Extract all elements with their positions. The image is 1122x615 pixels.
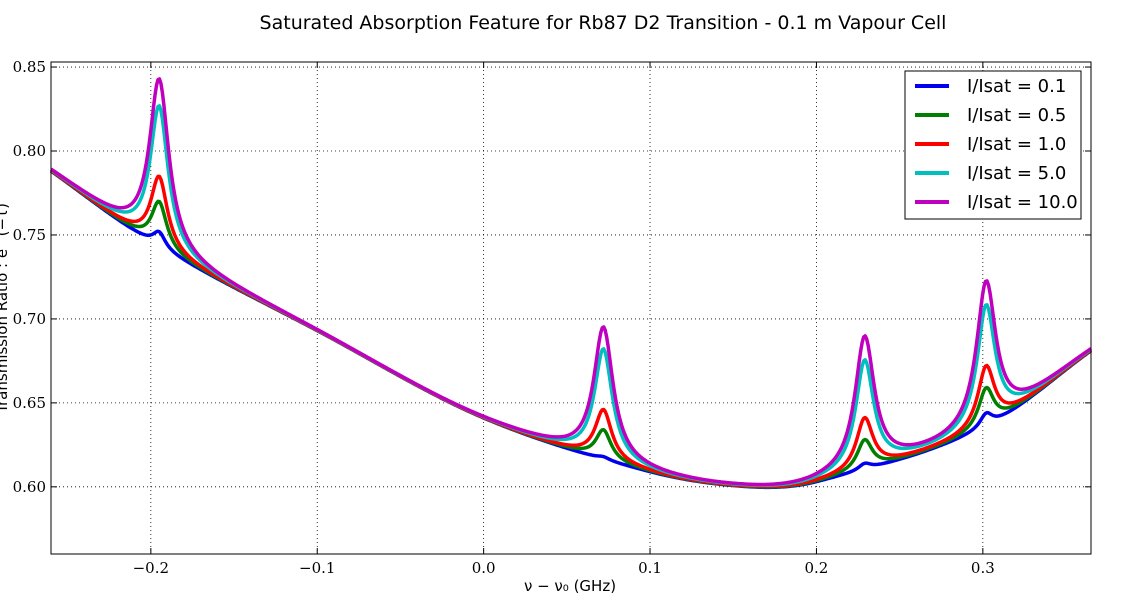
grid — [51, 62, 1091, 554]
legend: I/Isat = 0.1 I/Isat = 0.5 I/Isat = 1.0 I/Is… — [904, 70, 1082, 220]
chart-title: Saturated Absorption Feature for Rb87 D2… — [260, 12, 947, 34]
axis-ticks: −0.2 −0.1 0.0 0.1 0.2 0.3 0.60 0.65 0.70 0.75 0.80… — [13, 58, 1091, 577]
legend-label: I/Isat = 10.0 — [967, 192, 1078, 213]
y-tick-label: 0.80 — [13, 142, 46, 160]
y-tick-label: 0.75 — [13, 226, 46, 244]
x-axis-label: ν − ν₀ (GHz) — [524, 577, 616, 595]
plot-frame — [50, 61, 1092, 555]
y-tick-label: 0.60 — [13, 478, 46, 496]
legend-label: I/Isat = 5.0 — [967, 163, 1066, 184]
series-lines — [49, 77, 1093, 490]
x-tick-label: −0.2 — [133, 559, 169, 577]
legend-label: I/Isat = 1.0 — [967, 134, 1066, 155]
y-tick-label: 0.70 — [13, 310, 46, 328]
legend-label: I/Isat = 0.5 — [967, 105, 1066, 126]
x-tick-label: 0.0 — [472, 559, 496, 577]
series-line — [50, 77, 1092, 487]
y-tick-label: 0.65 — [13, 394, 46, 412]
x-tick-label: 0.2 — [805, 559, 829, 577]
y-tick-label: 0.85 — [13, 58, 46, 76]
x-tick-label: 0.1 — [638, 559, 662, 577]
y-axis-label: Transmission Ratio : e^(−τ) — [0, 203, 11, 414]
series-line — [49, 169, 1093, 489]
x-tick-label: −0.1 — [299, 559, 335, 577]
legend-label: I/Isat = 0.1 — [967, 76, 1066, 97]
x-tick-label: 0.3 — [971, 559, 995, 577]
